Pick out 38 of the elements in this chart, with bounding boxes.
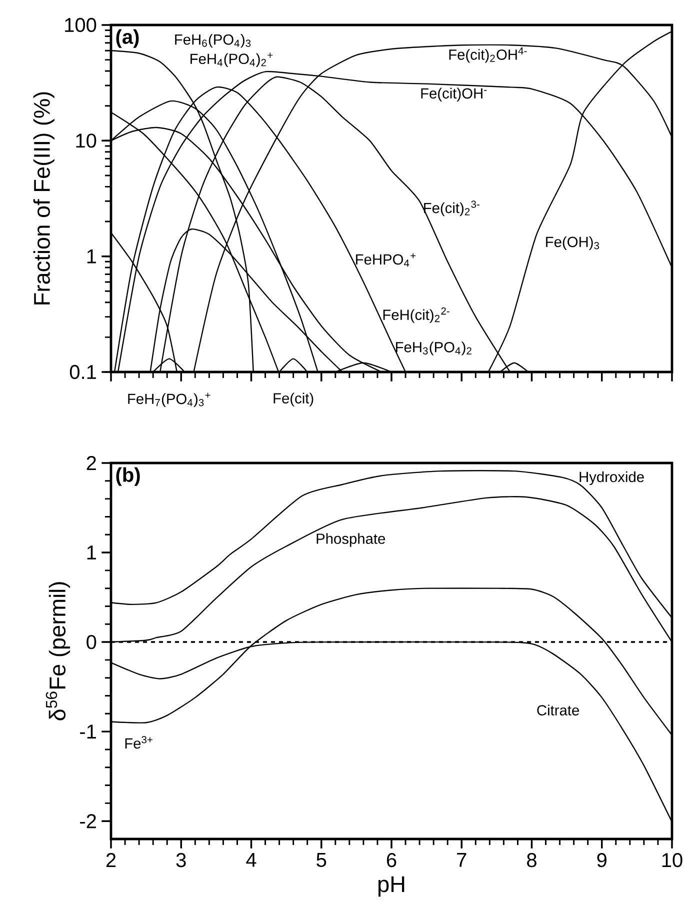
text: FeH$_{7}$(PO$_{4}$)$_{3}$+ xyxy=(128,392,210,407)
y-tick-label: 1 xyxy=(87,546,96,560)
x-tick-label: 8 xyxy=(527,853,536,868)
x-tick-label: 7 xyxy=(457,853,466,867)
y-tick-label: 100 xyxy=(65,18,96,32)
y-tick-label: 2 xyxy=(86,456,96,470)
annotation: Fe$^{3+}$ xyxy=(125,736,152,749)
y-tick-label: 0 xyxy=(86,634,96,650)
y-tick-label: 10 xyxy=(76,134,96,148)
x-tick-label: 5 xyxy=(316,853,326,867)
annotation: Fe(cit)$_{2}$OH$^{4-}$ xyxy=(449,47,527,63)
x-tick-label: 6 xyxy=(386,853,396,868)
y-axis-title: Fraction of Fe(III) (%) xyxy=(33,92,54,304)
annotation: Fe(cit)$_{2}$3- xyxy=(424,200,480,216)
text: Fe(cit) xyxy=(274,392,314,406)
chart-title: (b) xyxy=(116,467,140,486)
annotation: FeHPO$_{4}$+ xyxy=(356,253,416,267)
x-axis-title: pH xyxy=(378,876,404,897)
y-tick-label: -1 xyxy=(80,724,96,738)
chart-title: (a) xyxy=(116,29,139,48)
y-tick-label: -2 xyxy=(80,814,96,828)
annotation: Citrate xyxy=(537,704,579,716)
y-tick-label: 0.1 xyxy=(70,364,96,380)
x-tick-label: 3 xyxy=(176,853,186,868)
annotation: FeH$_{4}$(PO$_{4}$)$_{2}$+ xyxy=(190,52,273,67)
annotation: Fe(OH)$_{3}$ xyxy=(546,236,599,250)
y-tick-label: 1 xyxy=(87,249,96,264)
annotation: Phosphate xyxy=(316,533,386,547)
y-axis-title: δ$^{56}$Fe (permil) xyxy=(46,582,70,720)
annotation: FeH$_{6}$(PO$_{4}$)$_{3}$ xyxy=(175,34,251,48)
x-tick-label: 9 xyxy=(597,853,606,868)
annotation: FeH$_{3}$(PO$_{4}$)$_{2}$ xyxy=(396,342,472,356)
x-tick-label: 4 xyxy=(246,853,256,867)
annotation: Hydroxide xyxy=(580,471,644,486)
annotation: Fe(cit)OH$^{-}$ xyxy=(421,88,487,102)
x-tick-label: 2 xyxy=(106,853,116,868)
annotation: FeH(cit)$_{2}$2- xyxy=(383,307,450,323)
x-tick-label: 10 xyxy=(662,853,682,868)
